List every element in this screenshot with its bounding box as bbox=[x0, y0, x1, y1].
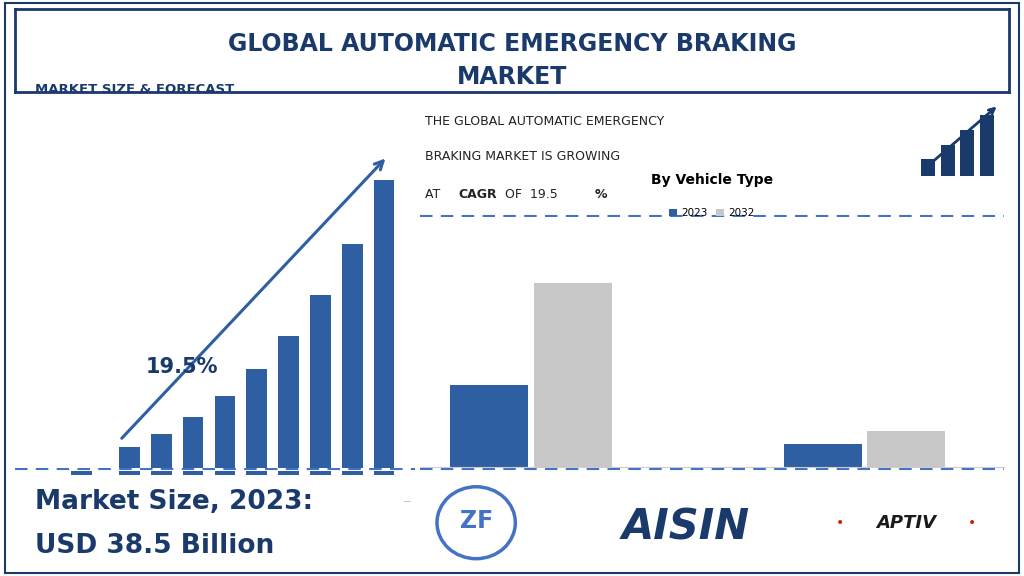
Bar bbox=[374, 180, 394, 501]
Text: MARKET: MARKET bbox=[457, 65, 567, 89]
Text: 19.5%: 19.5% bbox=[145, 357, 218, 377]
Legend: 2023, 2032: 2023, 2032 bbox=[665, 204, 759, 222]
Bar bbox=[151, 434, 172, 501]
Bar bbox=[119, 447, 139, 501]
Text: THE GLOBAL AUTOMATIC EMERGENCY: THE GLOBAL AUTOMATIC EMERGENCY bbox=[425, 115, 665, 128]
Bar bbox=[72, 471, 92, 501]
Bar bbox=[342, 244, 362, 501]
Bar bbox=[784, 444, 862, 467]
Text: BRAKING MARKET IS GROWING: BRAKING MARKET IS GROWING bbox=[425, 150, 621, 163]
Bar bbox=[980, 115, 994, 176]
Bar bbox=[40, 484, 60, 501]
Bar bbox=[961, 130, 975, 176]
Text: %: % bbox=[595, 188, 607, 201]
Text: KEY PLAYERS: KEY PLAYERS bbox=[654, 481, 769, 496]
Text: GLOBAL AUTOMATIC EMERGENCY BRAKING: GLOBAL AUTOMATIC EMERGENCY BRAKING bbox=[227, 32, 797, 56]
Bar bbox=[247, 369, 267, 501]
Bar bbox=[182, 416, 204, 501]
Text: Market Size, 2023:: Market Size, 2023: bbox=[35, 489, 313, 515]
Bar bbox=[279, 336, 299, 501]
Text: MARKET SIZE & FORECAST: MARKET SIZE & FORECAST bbox=[35, 83, 233, 96]
Bar bbox=[215, 396, 236, 501]
Text: ZF: ZF bbox=[460, 509, 493, 533]
Bar bbox=[941, 145, 954, 176]
Bar bbox=[310, 295, 331, 501]
Text: AISIN: AISIN bbox=[622, 506, 751, 548]
Text: •: • bbox=[969, 516, 977, 530]
Bar bbox=[922, 159, 935, 176]
Bar bbox=[534, 283, 611, 467]
Text: AT: AT bbox=[425, 188, 444, 201]
Text: APTIV: APTIV bbox=[877, 514, 936, 532]
Text: USD 38.5 Billion: USD 38.5 Billion bbox=[35, 533, 274, 559]
Text: OF  19.5: OF 19.5 bbox=[501, 188, 561, 201]
Bar bbox=[867, 431, 945, 467]
Text: By Vehicle Type: By Vehicle Type bbox=[650, 173, 773, 187]
Text: CAGR: CAGR bbox=[458, 188, 497, 201]
Bar bbox=[451, 385, 528, 467]
Text: •: • bbox=[836, 516, 844, 530]
